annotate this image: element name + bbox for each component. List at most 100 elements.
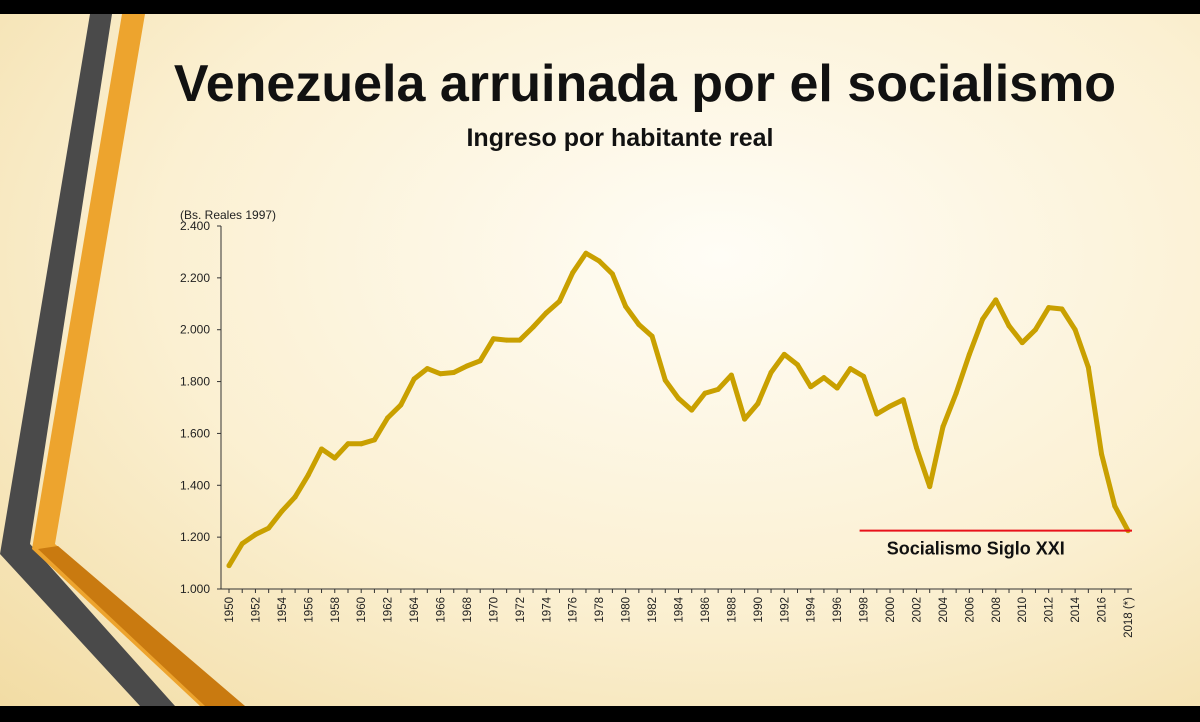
data-point-1958 (332, 455, 338, 461)
data-point-2001 (900, 397, 906, 403)
y-tick-label: 2.400 (180, 219, 210, 233)
x-tick-label: 1982 (647, 597, 659, 623)
data-point-1959 (345, 441, 351, 447)
y-axis-label: (Bs. Reales 1997) (180, 208, 276, 222)
data-point-2005 (953, 390, 959, 396)
income-series-line (226, 250, 1131, 569)
data-point-2010 (1019, 340, 1025, 346)
dark-orange-wedge (38, 546, 245, 706)
x-tick-label: 1972 (515, 597, 527, 623)
x-tick-label: 1970 (488, 597, 500, 623)
data-point-2014 (1072, 327, 1078, 333)
data-point-2007 (980, 316, 986, 322)
data-point-1950 (226, 563, 232, 569)
page-title: Venezuela arruinada por el socialismo (173, 55, 1117, 113)
data-point-1995 (821, 375, 827, 381)
data-point-1960 (358, 441, 364, 447)
data-point-1963 (398, 402, 404, 408)
data-point-1973 (530, 324, 536, 330)
data-point-1964 (411, 376, 417, 382)
gray-stripe (0, 14, 175, 706)
x-tick-label: 1974 (541, 596, 553, 622)
data-point-1957 (319, 446, 325, 452)
data-point-1961 (371, 437, 377, 443)
x-tick-label: 2004 (938, 596, 950, 622)
data-point-2006 (966, 351, 972, 357)
data-point-1981 (636, 322, 642, 328)
x-tick-label: 1950 (224, 597, 236, 623)
data-point-1975 (557, 298, 563, 304)
data-point-2016 (1099, 451, 1105, 457)
data-point-1986 (702, 390, 708, 396)
x-tick-label: 1992 (779, 597, 791, 623)
data-point-1972 (517, 337, 523, 343)
x-tick-label: 2012 (1044, 597, 1056, 623)
data-point-1999 (874, 411, 880, 417)
data-point-1979 (609, 271, 615, 277)
data-point-1993 (794, 362, 800, 368)
data-point-1988 (728, 372, 734, 378)
data-point-1984 (676, 395, 681, 401)
x-tick-label: 1956 (303, 597, 315, 623)
slide: Venezuela arruinada por el socialismo In… (0, 14, 1200, 706)
data-point-1967 (451, 369, 457, 375)
data-point-1970 (490, 336, 496, 342)
data-point-1951 (239, 541, 245, 547)
decorative-stripes (0, 14, 245, 706)
y-tick-label: 1.200 (180, 530, 210, 544)
x-tick-label: 2008 (991, 597, 1003, 623)
x-tick-label: 2016 (1097, 597, 1109, 623)
data-point-1985 (689, 407, 695, 413)
chart-subtitle: Ingreso por habitante real (466, 124, 774, 152)
x-tick-label: 1978 (594, 597, 606, 623)
data-point-1965 (424, 366, 430, 372)
x-tick-label: 1988 (726, 597, 738, 623)
y-tick-label: 1.000 (180, 582, 210, 596)
x-tick-label: 1960 (356, 597, 368, 623)
x-tick-label: 1952 (250, 597, 262, 623)
y-tick-label: 1.800 (180, 375, 210, 389)
data-point-2004 (940, 424, 946, 430)
data-point-1992 (781, 351, 787, 357)
x-tick-label: 1990 (753, 597, 765, 623)
x-tick-label: 2014 (1070, 596, 1082, 622)
data-point-2015 (1085, 364, 1091, 370)
data-point-1954 (279, 508, 285, 514)
orange-stripe (32, 14, 240, 706)
data-point-2009 (1006, 323, 1012, 329)
data-point-1962 (385, 415, 391, 421)
data-point-2012 (1046, 305, 1052, 311)
x-tick-label: 1996 (832, 597, 844, 623)
data-point-1969 (477, 358, 483, 364)
x-tick-label: 2010 (1017, 597, 1029, 623)
data-point-1955 (292, 494, 298, 500)
x-tick-label: 2018 (*) (1123, 597, 1135, 638)
data-point-2003 (927, 484, 933, 490)
x-tick-label: 1958 (330, 597, 342, 623)
x-tick-label: 1998 (859, 597, 871, 623)
data-point-1966 (438, 371, 444, 377)
data-point-1978 (596, 258, 602, 264)
data-point-1971 (504, 337, 510, 343)
data-point-2008 (993, 297, 999, 303)
data-point-1977 (583, 250, 589, 256)
data-point-1987 (715, 386, 721, 392)
data-point-1952 (252, 532, 258, 538)
x-tick-label: 2002 (911, 597, 923, 623)
x-tick-label: 1980 (621, 597, 633, 623)
data-point-1974 (543, 310, 549, 316)
data-point-1956 (305, 472, 311, 478)
data-point-1998 (861, 373, 867, 379)
data-point-1968 (464, 363, 470, 369)
x-tick-label: 1994 (806, 596, 818, 622)
data-point-1982 (649, 333, 655, 339)
x-tick-label: 1976 (568, 597, 580, 623)
x-tick-label: 2006 (964, 597, 976, 623)
line-chart: (Bs. Reales 1997) 1.000 1.200 1.400 1.600 1.… (180, 208, 1135, 638)
data-point-2017 (1112, 503, 1118, 509)
x-tick-label: 2000 (885, 597, 897, 623)
x-tick-label: 1984 (674, 596, 686, 622)
x-tick-label: 1986 (700, 597, 712, 623)
data-point-1983 (662, 377, 668, 383)
data-point-2002 (913, 445, 919, 451)
